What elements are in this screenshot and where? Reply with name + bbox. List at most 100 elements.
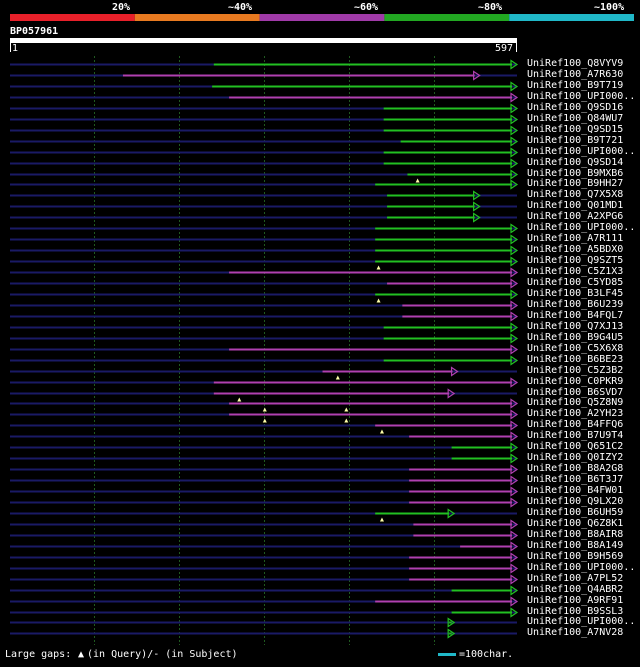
hit-name-link[interactable]: UniRef100_Q0IZY2: [527, 452, 624, 463]
hit-name-link[interactable]: UniRef100_B9T719: [527, 80, 624, 91]
hit-name-link[interactable]: UniRef100_B9MXB6: [527, 168, 624, 179]
hit-name-link[interactable]: UniRef100_B9HH27: [527, 178, 624, 189]
gaps-legend-label: Large gaps:: [5, 649, 72, 660]
hit-name-link[interactable]: UniRef100_A2YH23: [527, 408, 624, 419]
hit-end-arrow: [510, 344, 519, 355]
legend-label-40: ~40%: [228, 2, 253, 13]
hit-name-link[interactable]: UniRef100_A2XPG6: [527, 211, 624, 222]
hit-name-link[interactable]: UniRef100_A7PL52: [527, 573, 624, 584]
hit-name-link[interactable]: UniRef100_B4FW01: [527, 485, 624, 496]
hit-name-link[interactable]: UniRef100_Q651C2: [527, 441, 624, 452]
hit-name-link[interactable]: UniRef100_Q8VYV9: [527, 58, 624, 69]
hit-name-link[interactable]: UniRef100_Q9LX20: [527, 496, 624, 507]
hit-name-link[interactable]: UniRef100_B4FQL7: [527, 310, 624, 321]
query-start: 1: [12, 43, 19, 54]
hit-end-arrow: [510, 114, 519, 125]
hit-end-arrow: [510, 136, 519, 147]
hit-end-arrow: [510, 574, 519, 585]
query-gap-marker: [237, 397, 242, 402]
hit-end-arrow: [510, 377, 519, 388]
hit-name-link[interactable]: UniRef100_B7U9T4: [527, 430, 624, 441]
hit-name-link[interactable]: UniRef100_Q6Z8K1: [527, 518, 624, 529]
hit-name-link[interactable]: UniRef100_Q84WU7: [527, 113, 624, 124]
hit-end-arrow: [473, 190, 481, 201]
hit-end-arrow: [450, 366, 459, 377]
hit-end-arrow: [510, 169, 519, 180]
hit-name-link[interactable]: UniRef100_A9RF91: [527, 595, 624, 606]
hit-end-arrow: [473, 70, 481, 81]
hit-name-link[interactable]: UniRef100_B6U239: [527, 299, 624, 310]
hit-name-link[interactable]: UniRef100_B4FFQ6: [527, 419, 624, 430]
hit-name-link[interactable]: UniRef100_Q9SD15: [527, 124, 624, 135]
hit-name-link[interactable]: UniRef100_B3LF45: [527, 288, 624, 299]
hit-name-link[interactable]: UniRef100_B9T721: [527, 135, 624, 146]
hit-name-link[interactable]: UniRef100_A7NV28: [527, 627, 624, 638]
hit-end-arrow: [447, 388, 456, 399]
hit-end-arrow: [510, 464, 519, 475]
hit-end-arrow: [510, 519, 519, 530]
hit-end-arrow: [510, 530, 519, 541]
gaps-legend-text: (in Query)/- (in Subject): [87, 649, 238, 660]
hit-end-arrow: [510, 158, 519, 169]
hit-name-link[interactable]: UniRef100_A7R630: [527, 69, 624, 80]
query-start-tick: [10, 43, 11, 52]
hit-end-arrow: [510, 541, 519, 552]
hit-end-arrow: [510, 552, 519, 563]
hit-end-arrow: [510, 256, 519, 267]
legend-segment: [134, 14, 260, 21]
hit-end-arrow: [473, 212, 481, 223]
hit-end-arrow: [510, 59, 519, 70]
legend-segment: [10, 14, 135, 21]
hit-end-arrow: [510, 585, 519, 596]
hit-end-arrow: [510, 81, 519, 92]
query-gap-marker: [376, 298, 381, 303]
hit-end-arrow: [510, 497, 519, 508]
hit-name-link[interactable]: UniRef100_C5YD85: [527, 277, 624, 288]
legend-label-20: 20%: [112, 2, 131, 13]
hit-name-link[interactable]: UniRef100_UPI000..: [527, 222, 636, 233]
hit-name-link[interactable]: UniRef100_B6BE23: [527, 354, 624, 365]
hit-name-link[interactable]: UniRef100_C5X6X8: [527, 343, 624, 354]
legend-label-80: ~80%: [478, 2, 503, 13]
hit-name-link[interactable]: UniRef100_B8AIR8: [527, 529, 624, 540]
hit-name-link[interactable]: UniRef100_Q7XJ13: [527, 321, 624, 332]
hit-name-link[interactable]: UniRef100_C0PKR9: [527, 376, 624, 387]
hit-name-link[interactable]: UniRef100_UPI000..: [527, 616, 636, 627]
hit-name-link[interactable]: UniRef100_B8A149: [527, 540, 624, 551]
hit-end-arrow: [510, 596, 519, 607]
hit-name-link[interactable]: UniRef100_B9H569: [527, 551, 624, 562]
query-gap-marker: [344, 418, 349, 423]
hit-name-link[interactable]: UniRef100_B9SSL3: [527, 606, 624, 617]
hit-name-link[interactable]: UniRef100_B6T3J7: [527, 474, 624, 485]
hit-end-arrow: [447, 508, 456, 519]
hit-name-link[interactable]: UniRef100_Q9SZT5: [527, 255, 624, 266]
hit-end-arrow: [510, 333, 519, 344]
hit-end-arrow: [510, 431, 519, 442]
hit-end-arrow: [510, 147, 519, 158]
hit-name-link[interactable]: UniRef100_Q4ABR2: [527, 584, 624, 595]
query-id: BP057961: [10, 26, 59, 37]
hit-name-link[interactable]: UniRef100_B6SVD7: [527, 387, 624, 398]
hit-name-link[interactable]: UniRef100_Q01MD1: [527, 200, 624, 211]
hit-name-link[interactable]: UniRef100_A7R111: [527, 233, 624, 244]
hit-name-link[interactable]: UniRef100_C5Z3B2: [527, 365, 624, 376]
hit-end-arrow: [510, 355, 519, 366]
hit-name-link[interactable]: UniRef100_Q9SD16: [527, 102, 624, 113]
hit-name-link[interactable]: UniRef100_UPI000..: [527, 146, 636, 157]
hit-name-link[interactable]: UniRef100_UPI000..: [527, 91, 636, 102]
hit-end-arrow: [510, 300, 519, 311]
hit-end-arrow: [510, 223, 519, 234]
hit-name-link[interactable]: UniRef100_UPI000..: [527, 562, 636, 573]
legend-segment: [509, 14, 634, 21]
hit-name-link[interactable]: UniRef100_Q9SD14: [527, 157, 624, 168]
hit-end-arrow: [510, 289, 519, 300]
hit-name-link[interactable]: UniRef100_Q7X5X8: [527, 189, 624, 200]
hit-name-link[interactable]: UniRef100_Q5Z8N9: [527, 397, 624, 408]
hit-name-link[interactable]: UniRef100_A5BDX0: [527, 244, 624, 255]
hit-name-link[interactable]: UniRef100_C5Z1X3: [527, 266, 624, 277]
hit-name-link[interactable]: UniRef100_B9G4U5: [527, 332, 624, 343]
legend-segment: [384, 14, 510, 21]
hit-name-link[interactable]: UniRef100_B8A2G8: [527, 463, 624, 474]
hit-name-link[interactable]: UniRef100_B6UH59: [527, 507, 624, 518]
query-gap-marker: [335, 375, 340, 380]
